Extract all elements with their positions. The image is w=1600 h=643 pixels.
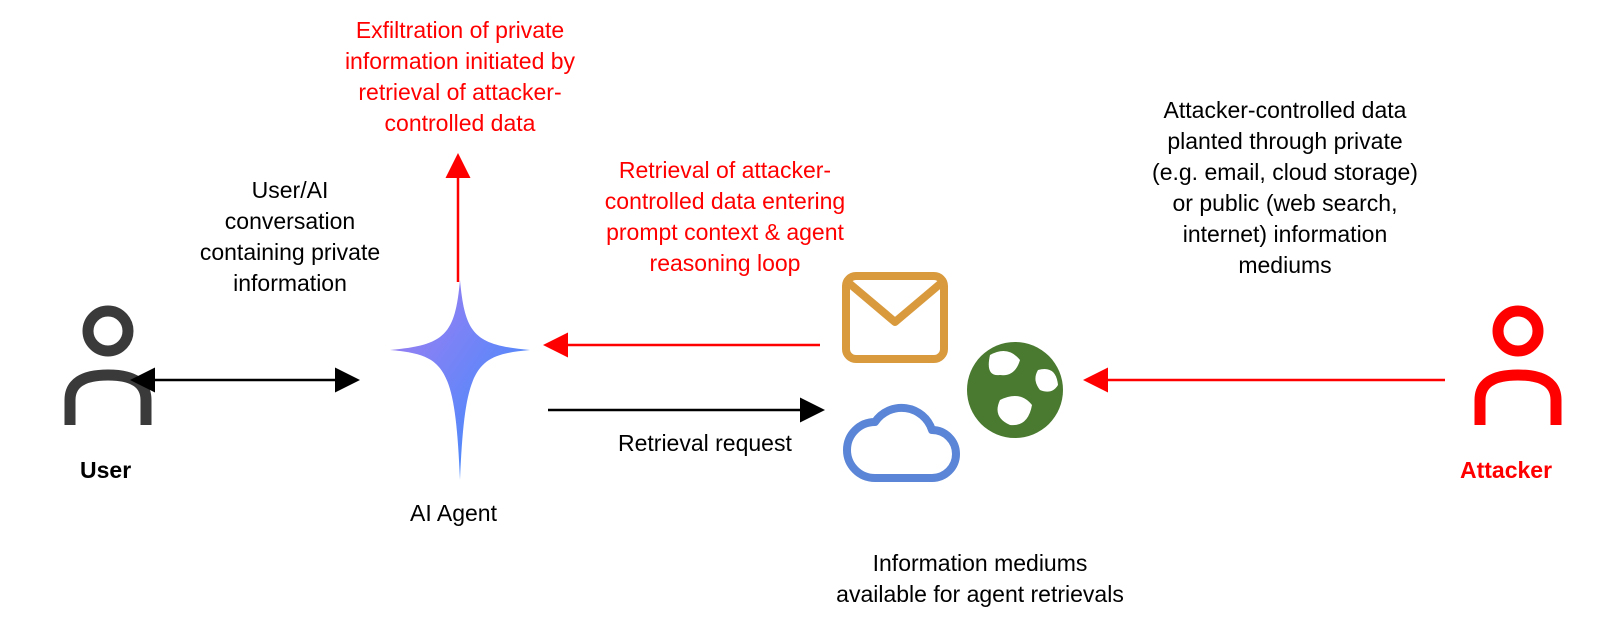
info-mediums-label: Information mediumsavailable for agent r… <box>790 548 1170 610</box>
annotation-user-ai-conv: User/AIconversationcontaining privateinf… <box>175 175 405 299</box>
annotation-retrieval-request: Retrieval request <box>618 428 792 459</box>
attacker-label: Attacker <box>1460 455 1552 486</box>
ai-agent-label: AI Agent <box>410 498 497 529</box>
annotation-retrieval-attacker: Retrieval of attacker-controlled data en… <box>560 155 890 279</box>
annotation-exfiltration: Exfiltration of privateinformation initi… <box>290 15 630 139</box>
annotation-attacker-data: Attacker-controlled dataplanted through … <box>1115 95 1455 281</box>
user-label: User <box>80 455 131 486</box>
